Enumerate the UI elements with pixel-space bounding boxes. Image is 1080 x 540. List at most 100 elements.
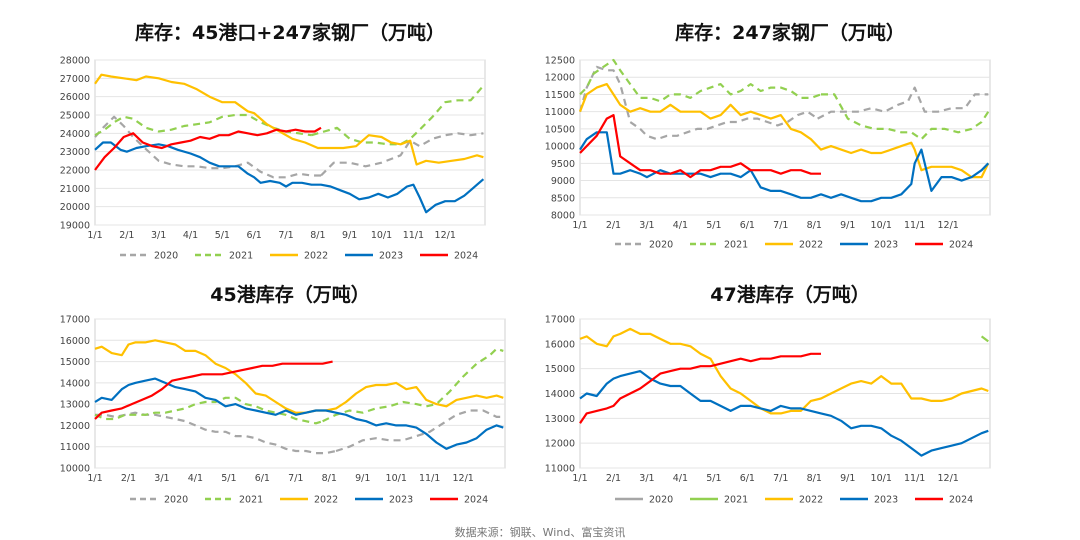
legend-label-2022: 2022 (799, 495, 823, 506)
legend-label-2023: 2023 (874, 495, 898, 506)
y-tick-label: 12000 (545, 439, 575, 450)
series-line-2020 (94, 115, 321, 179)
x-tick-label: 6/1 (255, 473, 270, 484)
x-tick-label: 8/1 (807, 220, 822, 231)
legend-label-2024: 2024 (464, 495, 488, 506)
x-tick-label: 8/1 (310, 230, 325, 241)
x-tick-label: 4/1 (673, 473, 688, 484)
y-tick-label: 10000 (60, 464, 90, 475)
x-tick-label: 11/1 (904, 220, 925, 231)
x-tick-label: 7/1 (773, 473, 788, 484)
series-line-2020 (320, 132, 484, 177)
legend-label-2024: 2024 (949, 240, 973, 251)
x-tick-label: 3/1 (151, 230, 166, 241)
chart-title-1: 库存：45港口+247家钢厂（万吨） (134, 22, 446, 44)
series-line-2023 (94, 377, 504, 450)
y-tick-label: 13000 (60, 400, 90, 411)
legend-label-2021: 2021 (229, 251, 253, 262)
series-line-2020 (95, 411, 337, 455)
x-tick-label: 9/1 (355, 473, 370, 484)
chart-title-2: 库存：247家钢厂（万吨） (675, 22, 905, 44)
x-tick-label: 11/1 (904, 473, 925, 484)
y-tick-label: 11500 (545, 90, 575, 101)
x-tick-label: 11/1 (403, 230, 424, 241)
x-tick-label: 9/1 (840, 220, 855, 231)
x-tick-label: 12/1 (937, 220, 958, 231)
chart-4: 11000 12000 13000 14000 15000 16000 17000 1/1 2/… (545, 315, 991, 506)
legend-label-2023: 2023 (379, 251, 403, 262)
legend-label-2020: 2020 (154, 251, 178, 262)
y-tick-label: 19000 (60, 221, 90, 232)
legend-label-2023: 2023 (874, 240, 898, 251)
x-tick-label: 3/1 (639, 473, 654, 484)
x-tick-label: 5/1 (706, 220, 721, 231)
series-line-2024 (579, 113, 821, 179)
x-tick-label: 12/1 (452, 473, 473, 484)
x-tick-label: 3/1 (154, 473, 169, 484)
x-tick-label: 10/1 (386, 473, 407, 484)
series-line-2020 (817, 86, 989, 120)
y-tick-label: 16000 (60, 336, 90, 347)
series-line-2020 (335, 409, 504, 453)
series-line-2021 (821, 93, 990, 141)
y-tick-label: 15000 (60, 357, 90, 368)
y-tick-label: 14000 (545, 389, 575, 400)
x-tick-label: 5/1 (215, 230, 230, 241)
x-tick-label: 9/1 (342, 230, 357, 241)
x-tick-label: 8/1 (322, 473, 337, 484)
x-tick-label: 2/1 (119, 230, 134, 241)
y-tick-label: 23000 (60, 147, 90, 158)
x-tick-label: 3/1 (639, 220, 654, 231)
y-tick-label: 17000 (60, 315, 90, 326)
x-tick-label: 7/1 (278, 230, 293, 241)
x-tick-label: 10/1 (871, 220, 892, 231)
x-tick-label: 4/1 (188, 473, 203, 484)
y-tick-label: 12500 (545, 56, 575, 67)
y-tick-label: 12000 (545, 73, 575, 84)
chart-title-3: 45港库存（万吨） (210, 284, 370, 306)
series-line-2024 (579, 352, 821, 424)
x-tick-label: 1/1 (87, 230, 102, 241)
x-tick-label: 6/1 (247, 230, 262, 241)
legend-label-2021: 2021 (239, 495, 263, 506)
y-tick-label: 22000 (60, 166, 90, 177)
x-tick-label: 1/1 (572, 220, 587, 231)
y-tick-label: 8500 (551, 193, 575, 204)
x-tick-label: 4/1 (673, 220, 688, 231)
y-tick-label: 14000 (60, 378, 90, 389)
legend-label-2021: 2021 (724, 495, 748, 506)
x-tick-label: 10/1 (371, 230, 392, 241)
y-tick-label: 13000 (545, 414, 575, 425)
x-tick-label: 8/1 (807, 473, 822, 484)
legend-label-2024: 2024 (454, 251, 478, 262)
y-tick-label: 20000 (60, 202, 90, 213)
y-tick-label: 10000 (545, 142, 575, 153)
series-line-2023 (94, 141, 485, 214)
x-tick-label: 6/1 (740, 220, 755, 231)
y-tick-label: 8000 (551, 211, 575, 222)
x-tick-label: 2/1 (606, 473, 621, 484)
legend-label-2024: 2024 (949, 495, 973, 506)
series-line-2024 (94, 360, 333, 420)
x-tick-label: 1/1 (572, 473, 587, 484)
x-tick-label: 5/1 (706, 473, 721, 484)
x-tick-label: 12/1 (435, 230, 456, 241)
x-tick-label: 6/1 (740, 473, 755, 484)
series-line-2021 (94, 396, 323, 425)
x-tick-label: 2/1 (121, 473, 136, 484)
y-tick-label: 25000 (60, 111, 90, 122)
x-tick-label: 11/1 (419, 473, 440, 484)
x-tick-label: 9/1 (840, 473, 855, 484)
y-tick-label: 17000 (545, 315, 575, 326)
y-tick-label: 24000 (60, 129, 90, 140)
x-tick-label: 12/1 (937, 473, 958, 484)
x-tick-label: 7/1 (773, 220, 788, 231)
y-tick-label: 28000 (60, 56, 90, 67)
series-line-2023 (579, 369, 989, 457)
x-tick-label: 7/1 (288, 473, 303, 484)
y-tick-label: 11000 (60, 442, 90, 453)
series-line-2021 (579, 58, 822, 103)
chart-3: 10000 11000 12000 13000 14000 15000 16000 17000… (60, 315, 506, 506)
y-tick-label: 11000 (545, 464, 575, 475)
series-line-2021 (980, 335, 989, 343)
